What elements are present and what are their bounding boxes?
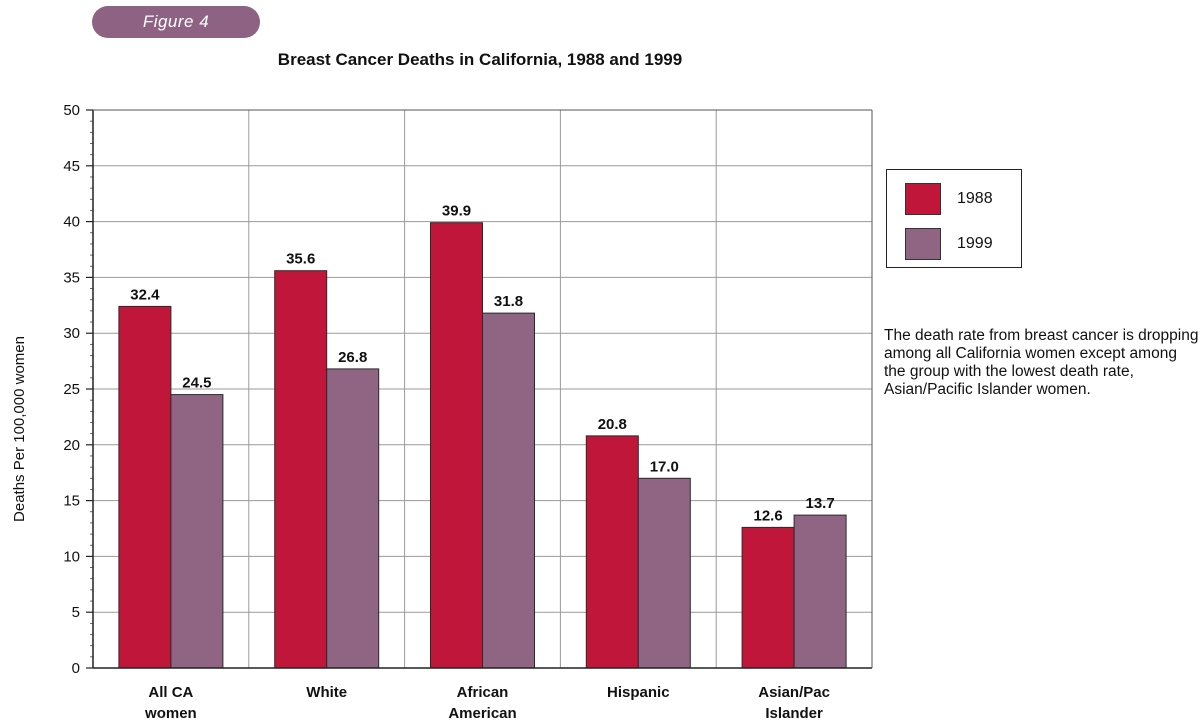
y-tick-label: 10: [63, 548, 80, 565]
x-tick-label-line: Islander: [765, 705, 823, 722]
x-tick-label-line: African: [457, 684, 509, 701]
chart-title: Breast Cancer Deaths in California, 1988…: [277, 50, 683, 69]
legend-swatch-1988: [905, 183, 941, 215]
bar-1999: [170, 394, 224, 669]
y-tick-label: 20: [63, 437, 80, 454]
bar-1988: [741, 526, 795, 669]
data-label-1988: 12.6: [753, 507, 782, 524]
bar-1999: [482, 312, 535, 669]
legend: 1988 1999: [886, 169, 1022, 268]
figure-badge: Figure 4: [92, 6, 260, 38]
x-tick-label-line: women: [144, 705, 197, 722]
legend-label-1999: 1999: [957, 235, 993, 252]
x-tick-label-line: Asian/Pac: [758, 684, 830, 701]
y-tick-label: 0: [72, 660, 80, 677]
data-label-1999: 17.0: [650, 458, 679, 475]
bar-1988: [585, 435, 639, 669]
legend-item-1999: 1999: [905, 228, 993, 260]
bar-1999: [637, 477, 691, 669]
legend-swatch-1999: [905, 228, 941, 260]
x-tick-label-line: Hispanic: [607, 684, 670, 701]
chart-note: The death rate from breast cancer is dro…: [884, 327, 1199, 398]
bar-1999: [326, 368, 380, 669]
legend-item-1988: 1988: [905, 183, 993, 215]
bar-1988: [118, 305, 172, 669]
data-label-1999: 24.5: [182, 375, 211, 392]
x-tick-label: Hispanic: [607, 684, 670, 701]
x-tick-label-line: White: [306, 684, 347, 701]
y-tick-label: 50: [63, 102, 80, 119]
legend-label-1988: 1988: [957, 190, 993, 207]
data-label-1988: 20.8: [598, 416, 627, 433]
x-tick-label-line: American: [448, 705, 516, 722]
data-label-1999: 26.8: [338, 349, 367, 366]
data-label-1988: 32.4: [130, 286, 160, 303]
y-tick-label: 40: [63, 214, 80, 231]
data-label-1988: 35.6: [286, 251, 315, 268]
x-tick-label: African American: [448, 684, 516, 722]
bar-1999: [793, 514, 847, 669]
y-tick-label: 30: [63, 325, 80, 342]
x-tick-label: White: [306, 684, 347, 701]
data-label-1988: 39.9: [442, 203, 471, 220]
y-tick-label: 15: [63, 493, 80, 510]
y-tick-label: 45: [63, 158, 80, 175]
y-axis-label: Deaths Per 100,000 women: [11, 336, 28, 522]
bar-1988: [430, 222, 483, 669]
y-tick-label: 5: [72, 604, 80, 621]
bar-1988: [274, 270, 328, 669]
x-tick-label: Asian/Pac Islander: [758, 684, 830, 722]
data-label-1999: 31.8: [494, 293, 523, 310]
x-tick-label-line: All CA: [148, 684, 193, 701]
y-tick-label: 35: [63, 269, 80, 286]
x-tick-label: All CA women: [144, 684, 197, 722]
data-label-1999: 13.7: [805, 495, 834, 512]
y-tick-label: 25: [63, 381, 80, 398]
